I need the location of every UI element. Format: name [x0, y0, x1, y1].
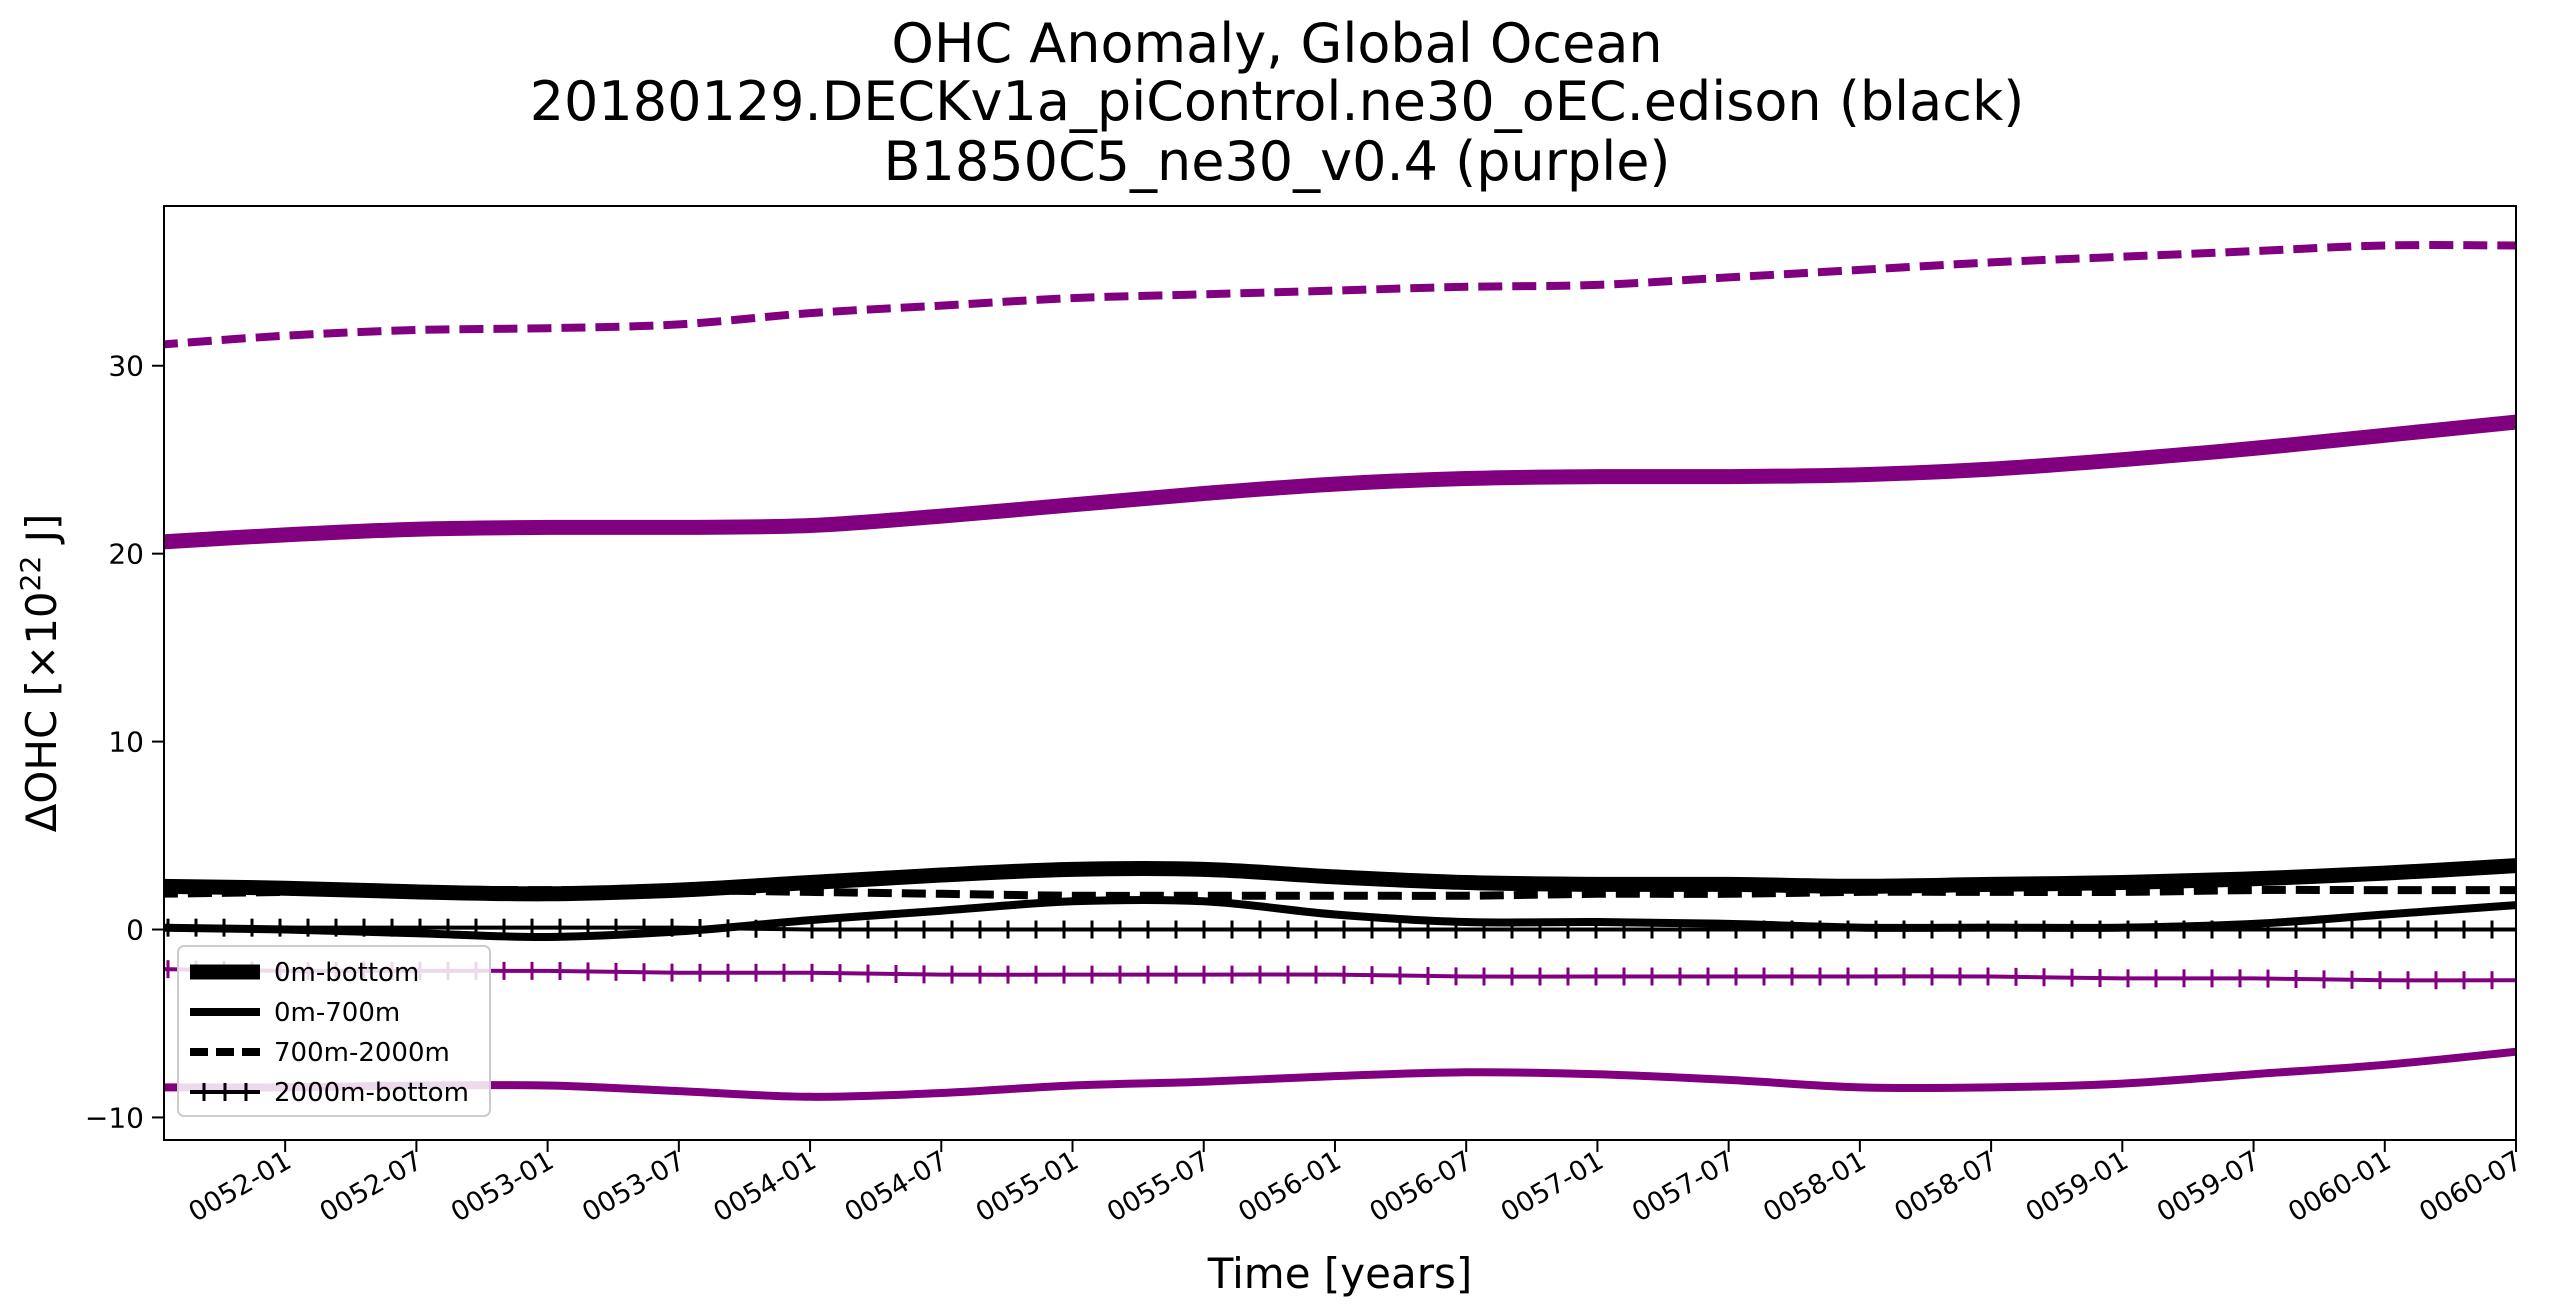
- x-tick-label: 0060-01: [2283, 1145, 2396, 1228]
- legend-item-700m-2000m: 700m-2000m: [190, 1038, 450, 1068]
- series-line: [164, 967, 2516, 983]
- x-axis: 0052-01 0052-07 0053-01 0053-07 0054-01 0054-…: [183, 1140, 2528, 1228]
- chart-title-line-1: OHC Anomaly, Global Ocean: [891, 12, 1663, 75]
- x-tick-label: 0057-07: [1627, 1145, 1740, 1228]
- x-tick-label: 0053-01: [446, 1145, 559, 1228]
- series-line: [164, 885, 2516, 900]
- x-tick-label: 0060-07: [2414, 1145, 2527, 1228]
- x-tick-label: 0055-07: [1102, 1145, 1215, 1228]
- x-tick-label: 0059-01: [2021, 1145, 2134, 1228]
- series-line: [164, 925, 2516, 932]
- y-tick-label: 10: [108, 726, 144, 759]
- legend-label: 700m-2000m: [274, 1038, 450, 1068]
- y-axis-label-prefix: ΔOHC [×10: [17, 591, 66, 832]
- series-line: [164, 241, 2516, 349]
- x-tick-label: 0056-07: [1364, 1145, 1477, 1228]
- legend-item-0m-bottom: 0m-bottom: [190, 958, 419, 988]
- x-tick-label: 0054-07: [840, 1145, 953, 1228]
- y-axis-label: ΔOHC [×1022 J]: [14, 514, 66, 833]
- legend-item-2000m-bottom: 2000m-bottom: [190, 1078, 469, 1108]
- legend-item-0m-700m: 0m-700m: [190, 998, 400, 1028]
- y-tick-label: −10: [85, 1101, 144, 1134]
- legend: 0m-bottom 0m-700m 700m-2000m 2000m-bottom: [177, 945, 491, 1117]
- series-black-2000m-bottom: [164, 918, 2516, 939]
- series-layer: [164, 241, 2516, 1101]
- x-tick-label: 0058-07: [1889, 1145, 2002, 1228]
- y-axis-label-exponent: 22: [14, 556, 47, 592]
- y-tick-label: 30: [108, 350, 144, 383]
- series-purple-0m-700m: [164, 1047, 2516, 1101]
- legend-label: 0m-700m: [274, 998, 400, 1028]
- y-tick-label: 0: [126, 914, 144, 947]
- x-tick-label: 0058-01: [1758, 1145, 1871, 1228]
- series-purple-700m-2000m: [164, 241, 2516, 349]
- x-axis-label: Time [years]: [1207, 1249, 1473, 1298]
- x-tick-label: 0055-01: [971, 1145, 1084, 1228]
- series-purple-0m-bottom: [164, 414, 2516, 550]
- x-tick-label: 0053-07: [577, 1145, 690, 1228]
- chart-title-line-3: B1850C5_ne30_v0.4 (purple): [883, 130, 1671, 193]
- legend-label: 2000m-bottom: [274, 1078, 469, 1108]
- x-tick-label: 0057-01: [1496, 1145, 1609, 1228]
- series-black-700m-2000m: [164, 885, 2516, 900]
- legend-box: [177, 945, 491, 1117]
- series-purple-2000m-bottom: [164, 960, 2516, 990]
- y-axis-label-suffix: J]: [17, 514, 66, 556]
- x-tick-label: 0052-07: [315, 1145, 428, 1228]
- y-axis: −10 0 10 20 30: [85, 350, 164, 1134]
- x-tick-label: 0054-01: [708, 1145, 821, 1228]
- series-line: [164, 414, 2516, 550]
- x-tick-label: 0052-01: [183, 1145, 296, 1228]
- x-tick-label: 0059-07: [2152, 1145, 2265, 1228]
- series-line: [164, 1047, 2516, 1101]
- chart-title-line-2: 20180129.DECKv1a_piControl.ne30_oEC.edis…: [529, 70, 2025, 133]
- y-tick-label: 20: [108, 538, 144, 571]
- legend-label: 0m-bottom: [274, 958, 419, 988]
- x-tick-label: 0056-01: [1233, 1145, 1346, 1228]
- plot-frame: [163, 205, 2517, 1141]
